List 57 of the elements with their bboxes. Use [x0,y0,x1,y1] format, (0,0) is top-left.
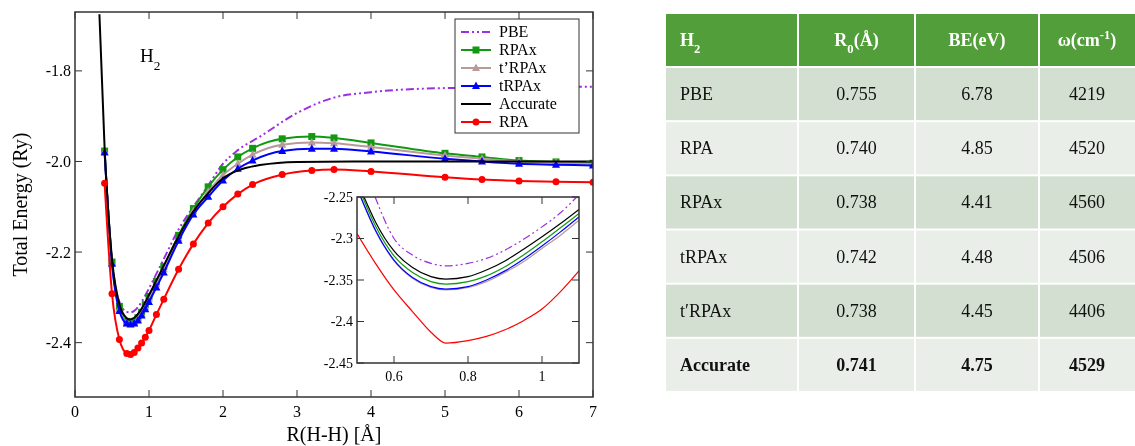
x-tick-label: 0.6 [385,369,403,384]
x-tick-label: 1 [145,403,153,420]
text: 0.755 [836,84,877,105]
text: 4.45 [961,300,993,321]
x-tick-label: 0.8 [459,369,477,384]
text: BE(eV) [948,30,1006,51]
text: R$_{0}$(Å) [834,30,879,56]
text: 4529 [1069,354,1105,375]
text: 0.738 [836,192,877,213]
text: RPAx [680,192,723,213]
legend-label: RPA [499,113,530,130]
text: 0.742 [836,246,877,267]
text: 4.48 [961,246,993,267]
legend-label: Accurate [499,95,557,112]
text: 4506 [1069,246,1105,267]
y-tick-label: -1.8 [45,62,71,80]
annotation: H$_{2}$ [140,45,161,73]
text: 4520 [1069,138,1105,159]
x-axis-title: R(H-H) [Å] [286,423,382,446]
text: Accurate [680,354,750,375]
y-tick-label: -2.4 [330,314,353,330]
text: RPA [680,138,714,159]
text: ω(cm$^{-1}$) [1057,28,1117,51]
text: 4.41 [961,192,993,213]
x-tick-label: 7 [589,403,597,420]
text: H$_{2}$ [680,30,701,56]
text: 4.85 [961,138,993,159]
text: 0.740 [836,138,877,159]
text: 4560 [1069,192,1105,213]
x-tick-label: 2 [219,403,227,420]
x-tick-label: 0 [71,403,79,420]
y-axis-title: Total Energy (Ry) [9,132,32,277]
y-tick-label: -2.45 [323,355,353,371]
text: 0.738 [836,300,877,321]
x-tick-label: 3 [293,403,301,420]
legend-label: PBE [499,23,529,40]
text: 4.75 [961,354,993,375]
text: 4406 [1069,300,1105,321]
legend-label: RPAx [499,41,537,58]
x-tick-label: 1 [538,369,546,384]
legend-label: t’RPAx [499,59,547,76]
y-tick-label: -2.0 [45,153,71,171]
x-tick-label: 5 [441,403,449,420]
y-tick-label: -2.2 [45,243,71,261]
x-tick-label: 6 [515,403,523,420]
x-tick-label: 4 [367,403,375,420]
y-tick-label: -2.35 [323,272,353,288]
y-tick-label: -2.3 [330,231,353,247]
text: PBE [680,84,714,105]
text: t′RPAx [680,300,732,321]
text: tRPAx [680,246,728,267]
text: 0.741 [836,354,877,375]
text: 6.78 [961,84,993,105]
legend-label: tRPAx [499,77,542,94]
y-tick-label: -2.4 [45,334,71,352]
text: 4219 [1069,84,1105,105]
y-tick-label: -2.25 [323,189,353,205]
